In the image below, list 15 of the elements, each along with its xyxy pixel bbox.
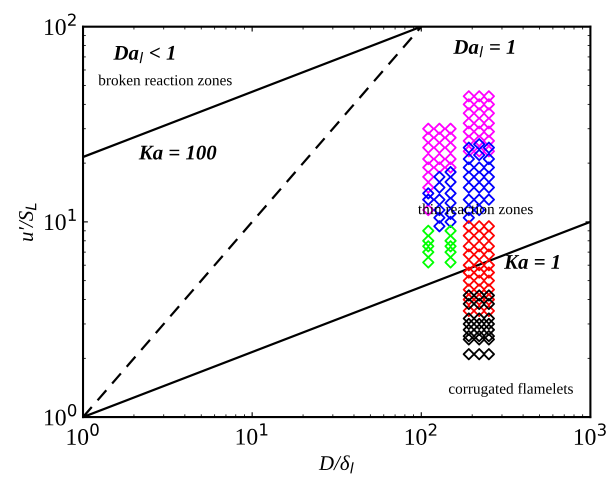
annotation: corrugated flamelets [448, 382, 573, 397]
y-axis-title: u′/S$_{L}$ [19, 203, 36, 241]
annotation: broken reaction zones [98, 74, 232, 86]
annotation: Ka = 100 [138, 146, 216, 160]
annotation: Da$_{l}$ = 1 [453, 40, 514, 58]
x-tick-label: 10$^{1}$ [236, 423, 268, 445]
y-tick-label: 10$^{1}$ [45, 208, 76, 230]
annotation: Da$_{l}$ < 1 [113, 46, 174, 64]
y-tick-label: 10$^{0}$ [45, 404, 76, 426]
x-axis-title: D/δ$_{l}$ [318, 455, 354, 474]
x-tick-label: 10$^{0}$ [68, 423, 99, 445]
x-tick-label: 10$^{2}$ [406, 423, 436, 445]
x-tick-label: 10$^{3}$ [574, 423, 606, 445]
annotation: Ka = 1 [504, 254, 560, 269]
y-tick-label: 10$^{2}$ [45, 14, 76, 36]
